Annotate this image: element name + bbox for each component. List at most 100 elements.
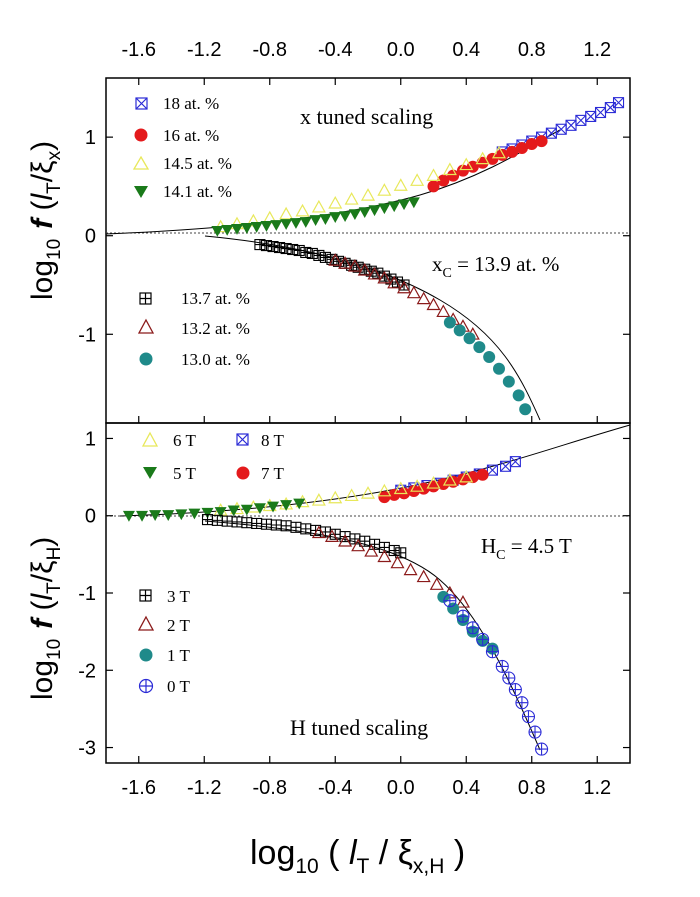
data-point <box>388 544 400 557</box>
data-point <box>289 218 302 229</box>
bottom-x-tick-label: 0.8 <box>518 777 546 799</box>
bottom-x-tick-label: 0.0 <box>387 777 415 799</box>
data-point <box>436 304 451 318</box>
data-point <box>476 156 489 169</box>
top-x-tick-label: 0.4 <box>452 39 480 61</box>
data-point <box>347 259 362 272</box>
data-point <box>344 192 359 205</box>
data-point <box>231 224 243 235</box>
data-point <box>338 256 353 269</box>
top-x-tick-label: -1.2 <box>187 39 221 61</box>
data-point <box>280 219 293 230</box>
data-point <box>328 490 343 504</box>
data-point <box>324 529 339 542</box>
data-point <box>306 247 318 260</box>
data-point <box>406 285 421 299</box>
data-point <box>486 152 499 165</box>
data-point <box>475 151 490 165</box>
data-point <box>459 469 474 483</box>
data-point <box>483 350 496 363</box>
data-point <box>388 488 401 501</box>
data-point <box>447 602 460 615</box>
bottom-legend-upper: 6 T 8 T 5 T 7 T <box>141 431 284 483</box>
data-point <box>429 577 444 590</box>
data-point <box>377 183 392 196</box>
axis-ticks: -1.6 -1.6 -1.2 -1.2 -0.8 -0.8 -0.4 -0.4 0.0 0.0 0.… <box>78 39 630 799</box>
data-point <box>313 249 325 261</box>
legend-label-5T: 5 T <box>173 464 196 483</box>
data-point <box>311 199 326 213</box>
data-point <box>339 211 352 222</box>
legend-marker-5T <box>143 467 157 479</box>
x-axis-label: log10 ( lT / ξx,H ) <box>250 834 465 878</box>
top-x-tick-label: -0.8 <box>253 39 287 61</box>
data-point <box>348 209 361 221</box>
data-point <box>521 710 536 724</box>
y-tick-label: -3 <box>78 738 96 760</box>
legend-label-0T: 0 T <box>167 677 190 696</box>
data-point <box>221 515 233 527</box>
data-point <box>437 590 450 603</box>
data-point <box>231 516 243 528</box>
data-point <box>535 135 548 148</box>
bottom-annotation: H tuned scaling <box>290 715 428 740</box>
top-x-tick-label: 0.8 <box>518 39 546 61</box>
data-point <box>328 253 343 266</box>
data-point <box>260 221 273 232</box>
data-point <box>575 114 587 126</box>
legend-marker-8T <box>236 433 249 446</box>
data-point <box>512 389 525 402</box>
legend-label-1T: 1 T <box>167 646 190 665</box>
legend-marker-14-5 <box>132 155 150 170</box>
data-point <box>360 486 376 499</box>
legend-label-3T: 3 T <box>167 587 190 606</box>
data-point <box>279 206 294 220</box>
data-point <box>395 547 407 559</box>
data-point <box>328 195 343 209</box>
data-point <box>250 222 263 233</box>
data-point <box>466 621 480 635</box>
bottom-x-tick-label: -0.8 <box>253 777 287 799</box>
data-point <box>502 671 516 685</box>
data-point <box>358 207 371 219</box>
data-marks <box>122 97 625 756</box>
data-point <box>473 341 486 354</box>
data-point <box>240 223 253 234</box>
legend-marker-14-1 <box>134 186 148 198</box>
data-point <box>136 510 149 522</box>
y-tick-label: 1 <box>85 127 96 149</box>
legend-marker-0T <box>138 678 154 694</box>
data-point <box>211 225 224 237</box>
legend-label-2T: 2 T <box>167 616 190 635</box>
bottom-x-tick-label: 1.2 <box>583 777 611 799</box>
data-point <box>585 110 597 122</box>
data-point <box>397 280 412 294</box>
data-point <box>344 488 359 502</box>
data-point <box>515 141 528 154</box>
legend-marker-1T <box>139 648 153 662</box>
data-point <box>443 316 456 329</box>
data-point <box>410 479 425 492</box>
data-point <box>426 476 441 489</box>
data-point <box>535 742 549 756</box>
top-legend-lower: 13.7 at. % 13.2 at. % 13.0 at. % <box>137 289 250 369</box>
data-point <box>528 725 542 739</box>
data-point <box>227 505 240 517</box>
top-critical-label: xC = 13.9 at. % <box>432 252 559 281</box>
legend-label-13-0: 13.0 at. % <box>181 350 250 369</box>
top-x-tick-label: -0.4 <box>318 39 352 61</box>
y-tick-label: -1 <box>78 324 96 346</box>
data-point <box>387 275 402 289</box>
data-point <box>519 403 532 416</box>
legend-marker-13-2 <box>137 318 155 334</box>
legend-marker-2T <box>137 615 155 631</box>
data-point <box>267 501 280 513</box>
data-point <box>299 217 312 228</box>
data-point <box>240 504 253 516</box>
data-point <box>338 533 353 547</box>
data-point <box>476 632 490 646</box>
data-point <box>506 145 519 158</box>
data-point <box>443 594 457 608</box>
data-point <box>300 246 312 259</box>
data-point <box>502 375 515 388</box>
